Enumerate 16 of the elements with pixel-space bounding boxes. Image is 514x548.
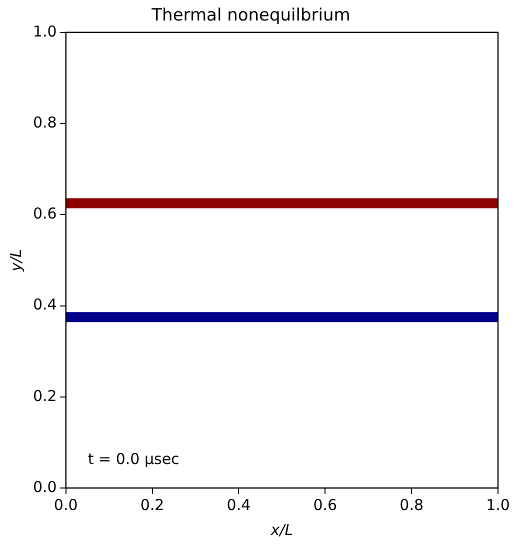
x-tick-label: 0.4 [226,496,251,514]
y-tick-label: 0.0 [32,478,57,496]
y-tick-label: 1.0 [32,22,57,40]
y-axis-title: y/L [6,249,25,272]
chart-title: Thermal nonequilbrium [150,6,350,26]
x-tick-label: 1.0 [486,496,510,514]
x-axis-title: x/L [270,520,294,539]
x-tick-label: 0.2 [140,496,164,514]
y-tick-label: 0.2 [32,386,57,405]
y-tick-label: 0.4 [32,296,57,314]
x-tick-label: 0.0 [54,496,78,514]
y-tick-label: 0.8 [32,113,57,132]
annotation: t = 0.0 μsec [88,450,180,468]
y-tick-label: 0.6 [32,204,57,223]
x-tick-label: 0.6 [313,496,338,514]
x-tick-label: 0.8 [400,496,424,514]
